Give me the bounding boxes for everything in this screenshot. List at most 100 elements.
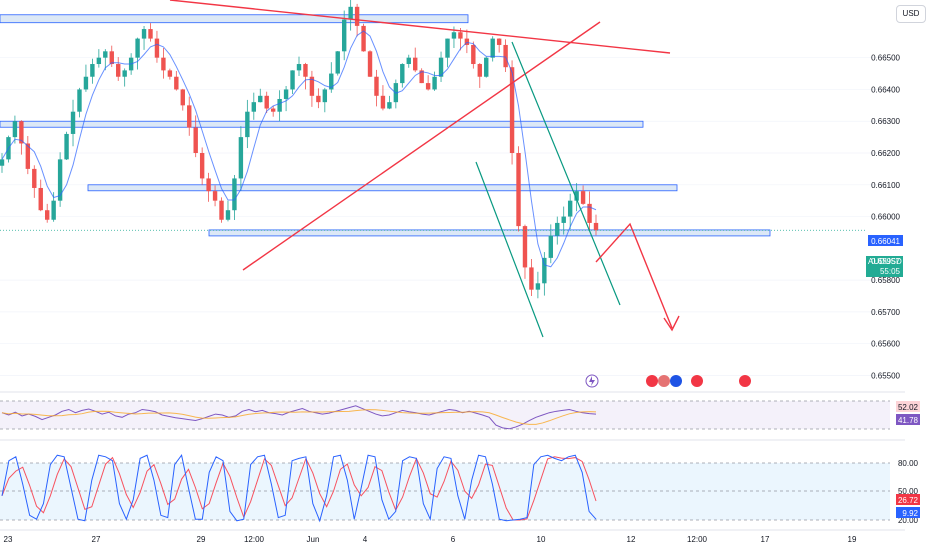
time-tick-label: 10 — [537, 535, 546, 544]
rsi-value-tag-2 — [896, 414, 920, 425]
us-flag-event-icon[interactable] — [646, 375, 658, 387]
candle-body — [303, 64, 308, 77]
projection-arrow-icon — [663, 315, 680, 332]
price-tick-label: 0.66200 — [871, 149, 900, 158]
candle-body — [83, 76, 89, 90]
price-tick-label: 0.65700 — [871, 308, 900, 317]
lightning-glyph-icon — [589, 376, 595, 386]
candle-body — [32, 168, 37, 188]
us-flag-event-icon[interactable] — [739, 375, 751, 387]
descending-resistance-line[interactable] — [169, 0, 671, 54]
candle-body — [542, 257, 547, 284]
sr-zone[interactable] — [87, 184, 678, 192]
moving-average-line — [1, 30, 597, 268]
candle-body — [232, 178, 237, 211]
rsi-value-2: 41.78 — [898, 416, 919, 425]
price-tick-label: 0.66100 — [871, 181, 900, 190]
candle-body — [122, 70, 127, 77]
candle-body — [387, 102, 392, 109]
candle-body — [199, 153, 205, 179]
candle-body — [535, 283, 541, 290]
candle-body — [290, 70, 295, 90]
candle-body — [522, 226, 528, 268]
candle-body — [0, 159, 5, 166]
candle-body — [264, 95, 269, 109]
currency-button[interactable]: USD — [896, 5, 926, 23]
projection-path[interactable] — [595, 222, 673, 329]
stoch-axis: 80.00 50.00 20.00 — [898, 459, 919, 525]
time-axis[interactable]: 23 27 29 12:00 Jun 4 6 10 12 12:00 17 19 — [4, 535, 857, 544]
au-flag-event-icon[interactable] — [670, 375, 682, 387]
candle-body — [574, 191, 579, 201]
economic-events[interactable] — [585, 374, 751, 388]
candle-body — [225, 210, 231, 220]
ascending-support-line[interactable] — [242, 21, 601, 271]
candle-body — [593, 222, 599, 231]
stoch-value-1: 26.72 — [898, 496, 919, 505]
candle-body — [316, 95, 321, 103]
last-price-label: 0.65957 — [871, 257, 900, 266]
candle-body — [496, 38, 502, 45]
stoch-tick-label: 20.00 — [898, 516, 919, 525]
us-flag-event-icon[interactable] — [658, 375, 670, 387]
candle-body — [348, 6, 353, 20]
support-resistance-zones[interactable] — [0, 14, 771, 237]
candle-body — [116, 64, 121, 77]
price-axis[interactable]: 0.65500 0.65600 0.65700 0.65800 0.66000 0.661… — [871, 54, 900, 381]
price-tick-label: 0.65500 — [871, 371, 900, 380]
candle-body — [335, 51, 340, 74]
candle-body — [51, 200, 56, 220]
candle-body — [548, 235, 554, 258]
time-tick-label: 12:00 — [244, 535, 265, 544]
time-tick-label: 19 — [848, 535, 857, 544]
candle-body — [161, 57, 166, 71]
rsi-ma-line — [1, 409, 597, 425]
candle-body — [329, 73, 334, 90]
candle-body — [529, 267, 534, 290]
rsi-band — [0, 401, 890, 429]
candle-body — [148, 29, 153, 39]
candle-body — [206, 178, 211, 192]
countdown-label: 55:05 — [880, 267, 901, 276]
candle-body — [64, 133, 69, 160]
stoch-tick-label: 50.00 — [898, 487, 919, 496]
candle-body — [25, 143, 31, 169]
price-tick-label: 0.66400 — [871, 85, 900, 94]
sr-zone[interactable] — [0, 14, 469, 24]
candle-body — [367, 51, 373, 77]
candle-body — [135, 38, 140, 58]
symbol-tag — [866, 256, 900, 267]
stoch-value-2: 9.92 — [902, 509, 918, 518]
candle-body — [103, 51, 108, 58]
us-flag-event-icon[interactable] — [691, 375, 703, 387]
candle-body — [425, 83, 431, 90]
candle-body — [374, 76, 379, 96]
candle-body — [471, 44, 476, 65]
candle-body — [361, 25, 366, 52]
candle-body — [258, 95, 263, 103]
channel-upper-line[interactable] — [511, 41, 621, 306]
channel-lower-line[interactable] — [475, 161, 544, 338]
candle-body — [490, 38, 495, 58]
rsi-value-tag-1 — [896, 401, 920, 412]
alert-price-tag — [868, 235, 903, 246]
candle-body — [561, 216, 566, 223]
candle-body — [445, 38, 450, 58]
time-tick-label: 6 — [451, 535, 456, 544]
rsi-value-1: 52.02 — [898, 403, 919, 412]
price-tick-label: 0.66500 — [871, 54, 900, 63]
candle-body — [451, 32, 457, 39]
candle-body — [484, 57, 489, 77]
trend-drawings[interactable] — [0, 0, 866, 338]
candle-body — [19, 121, 24, 144]
candle-body — [167, 70, 173, 77]
time-tick-label: 12 — [627, 535, 636, 544]
stoch-band — [0, 463, 890, 520]
candle-body — [219, 200, 224, 220]
candle-body — [419, 70, 424, 84]
candle-body — [44, 210, 50, 220]
sr-zone[interactable] — [0, 120, 644, 128]
